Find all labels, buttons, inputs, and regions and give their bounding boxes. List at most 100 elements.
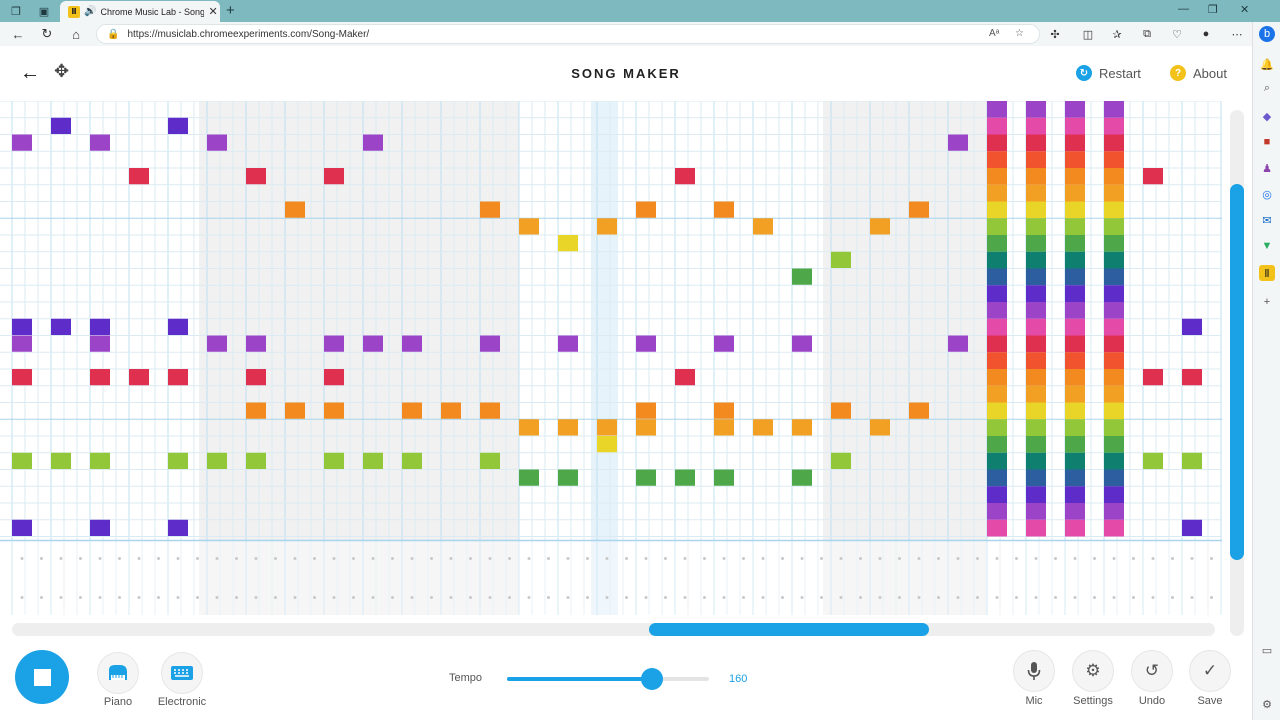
save-button[interactable]: ✓ [1189,650,1231,692]
percussion-dot [703,557,706,560]
stop-button[interactable] [15,650,69,704]
note-grid[interactable] [0,101,1222,615]
chord-note [1104,352,1124,369]
sidebar-settings-icon[interactable]: ⚙ [1262,698,1272,711]
undo-button[interactable]: ↺ [1131,650,1173,692]
percussion-dot [137,557,141,560]
chord-note [1065,251,1085,269]
read-aloud-icon[interactable]: Aᵃ [989,28,1000,39]
back-arrow-icon[interactable]: ← [20,62,40,84]
sidebar-toggle-icon[interactable]: ▭ [1261,644,1273,657]
copilot-icon[interactable]: b [1259,26,1275,42]
about-button[interactable]: ? About [1170,65,1227,81]
toolkit-icon[interactable]: ■ [1263,136,1271,148]
chord-note [1104,251,1124,269]
chord-note [1104,385,1124,403]
tempo-slider-handle[interactable] [641,668,664,690]
workspaces-icon[interactable]: ❐ [11,5,21,18]
percussion-dot [1190,557,1194,560]
mic-button[interactable] [1013,650,1055,692]
chord-note [1065,486,1085,503]
speaker-icon[interactable]: 🔊 [84,6,97,17]
favorites-icon[interactable]: ✰ [1112,28,1122,41]
settings-button[interactable]: ⚙ [1072,650,1114,692]
note-cell [714,335,734,352]
lock-icon[interactable]: 🔒 [107,28,120,40]
collections-icon[interactable]: ⧉ [1143,27,1151,40]
add-app-icon[interactable]: + [1263,296,1271,308]
chord-note [1065,335,1085,353]
playhead-column [591,101,618,615]
note-cell [90,519,110,536]
piano-button[interactable] [97,652,139,694]
note-cell [402,452,422,469]
note-cell [12,318,32,335]
chord-note [1026,519,1046,537]
note-cell [597,218,617,235]
back-nav-icon[interactable]: ← [11,26,25,42]
note-cell [363,335,383,352]
new-tab-button[interactable]: + [226,2,235,19]
address-bar[interactable]: 🔒 https://musiclab.chromeexperiments.com… [96,24,1040,44]
tab-actions-icon[interactable]: ▣ [38,5,50,18]
note-cell [909,402,929,419]
chord-note [987,519,1007,537]
electronic-button[interactable] [161,652,203,694]
office-icon[interactable]: ◎ [1262,188,1272,201]
percussion-dot [1210,557,1213,560]
chord-note [987,436,1007,453]
note-cell [870,218,890,235]
profile-avatar-icon[interactable]: ● [1202,28,1210,40]
tab-title: Chrome Music Lab - Song M [100,6,205,17]
search-icon[interactable]: ⌕ [1263,81,1271,94]
tag-icon[interactable]: ◆ [1262,110,1272,123]
note-grid-canvas[interactable] [0,101,1222,615]
note-cell [90,369,110,386]
percussion-dot [274,596,277,599]
horizontal-scrollbar[interactable] [12,623,1215,636]
games-icon[interactable]: ♟ [1262,162,1272,175]
close-tab-icon[interactable]: ✕ [208,6,218,18]
split-screen-icon[interactable]: ◫ [1082,28,1094,41]
favorite-star-icon[interactable]: ☆ [1015,28,1024,39]
minimize-icon[interactable]: — [1178,3,1189,15]
percussion-dot [254,596,258,599]
note-cell [714,469,734,486]
percussion-dot [215,596,219,599]
note-cell [636,469,656,486]
percussion-dot [605,557,609,560]
note-cell [51,452,71,469]
reload-icon[interactable]: ↻ [41,26,53,41]
chord-note [987,486,1007,503]
electronic-label: Electronic [157,696,207,708]
vertical-scroll-thumb[interactable] [1230,184,1244,560]
note-cell [480,452,500,469]
url-text: https://musiclab.chromeexperiments.com/S… [127,28,370,40]
chord-note [1026,318,1046,336]
shopping-icon[interactable]: ▼ [1261,240,1273,252]
home-icon[interactable]: ⌂ [72,26,80,42]
extensions-icon[interactable]: ✣ [1050,28,1060,41]
chord-note [1104,101,1124,118]
note-cell [1182,519,1202,536]
music-lab-app-icon[interactable]: Ⅱ [1259,265,1275,281]
note-cell [12,335,32,352]
move-icon[interactable]: ✥ [54,61,70,81]
note-cell [714,402,734,419]
notifications-icon[interactable]: 🔔 [1260,58,1274,71]
chord-note [1104,519,1124,537]
maximize-icon[interactable]: ❐ [1208,4,1218,16]
percussion-dot [781,557,784,560]
restart-button[interactable]: ↻ Restart [1076,65,1141,81]
chord-note [987,318,1007,336]
chord-note [987,469,1007,487]
browser-essentials-icon[interactable]: ♡ [1172,28,1182,41]
close-window-icon[interactable]: ✕ [1240,4,1250,16]
browser-tab[interactable]: Ⅱ 🔊 Chrome Music Lab - Song M ✕ [60,1,220,22]
horizontal-scroll-thumb[interactable] [649,623,929,636]
outlook-icon[interactable]: ✉ [1262,214,1272,227]
chord-note [1065,117,1085,135]
chord-note [1026,218,1046,235]
percussion-dot [625,557,628,560]
more-menu-icon[interactable]: ⋯ [1231,28,1243,41]
